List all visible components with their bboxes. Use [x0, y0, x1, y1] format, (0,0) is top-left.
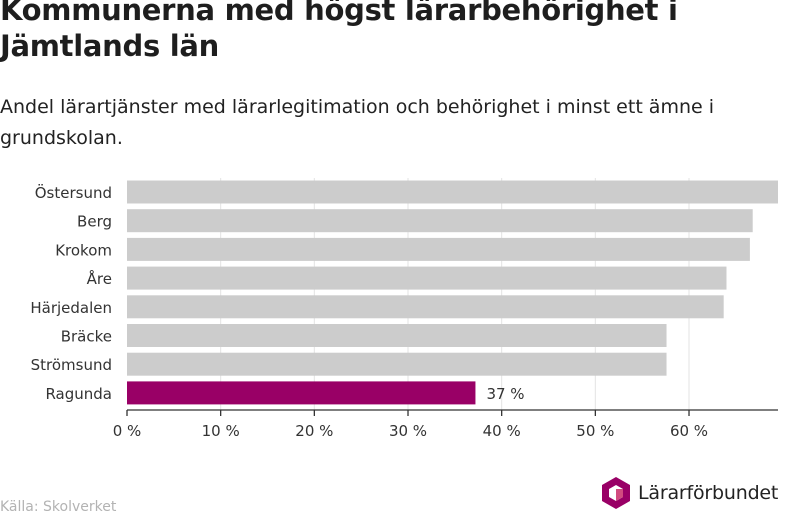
category-label-Bräcke: Bräcke — [61, 328, 112, 346]
x-tick-label-60: 60 % — [670, 422, 708, 440]
source-note: Källa: Skolverket — [0, 499, 117, 515]
category-label-Åre: Åre — [87, 269, 112, 288]
lararforbundet-logo: Lärarförbundet — [601, 476, 778, 510]
hexagon-cube-logo-icon — [602, 477, 630, 509]
category-label-Krokom: Krokom — [55, 241, 112, 259]
category-label-Ragunda: Ragunda — [45, 385, 112, 403]
x-tick-label-10: 10 % — [202, 422, 240, 440]
x-tick-label-20: 20 % — [295, 422, 333, 440]
data-label-Ragunda: 37 % — [486, 385, 524, 403]
chart-subtitle: Andel lärartjänster med lärarlegitimatio… — [0, 96, 715, 149]
bar-Bräcke — [127, 324, 667, 347]
x-tick-label-0: 0 % — [113, 422, 142, 440]
bar-Krokom — [127, 237, 750, 261]
category-label-Härjedalen: Härjedalen — [30, 299, 112, 317]
bar-chart: Östersund Berg Krokom Åre Härjedalen Bräcke St… — [30, 178, 778, 440]
bar-Östersund — [127, 180, 778, 204]
x-tick-label-40: 40 % — [483, 422, 521, 440]
category-label-Östersund: Östersund — [35, 183, 112, 202]
bar-Åre — [127, 266, 727, 290]
bar-Strömsund — [127, 352, 667, 376]
x-tick-label-50: 50 % — [576, 422, 614, 440]
logo-wordmark: Lärarförbundet — [638, 482, 779, 504]
bar-Berg — [127, 209, 753, 233]
x-tick-label-30: 30 % — [389, 422, 427, 440]
bar-Härjedalen — [127, 295, 724, 319]
category-label-Strömsund: Strömsund — [31, 356, 112, 374]
bar-Ragunda — [127, 381, 476, 405]
category-label-Berg: Berg — [77, 213, 112, 231]
chart-title: Kommunerna med högst lärarbehörighet i J… — [0, 0, 678, 63]
